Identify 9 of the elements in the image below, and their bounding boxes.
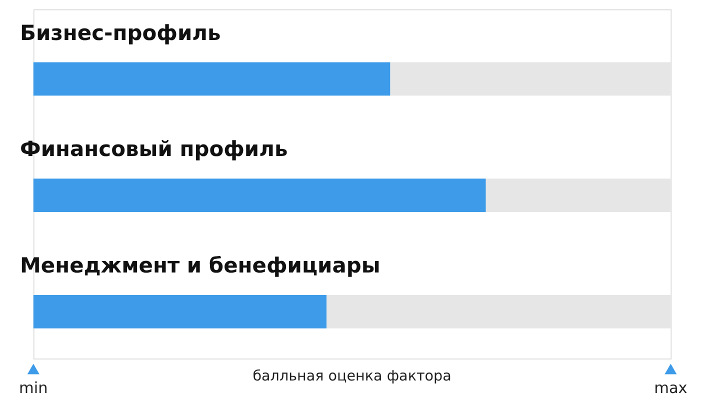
bar [33, 295, 327, 328]
y-tick-label: Бизнес-профиль [20, 20, 221, 45]
text: min [19, 378, 48, 397]
bar [33, 62, 390, 96]
x-axis-title: балльная оценка фактора [252, 368, 452, 384]
text: max [654, 378, 688, 397]
bar [33, 178, 486, 212]
y-tick-label: Финансовый профиль [20, 137, 288, 162]
y-tick-label: Менеджмент и бенефициары [20, 254, 380, 278]
